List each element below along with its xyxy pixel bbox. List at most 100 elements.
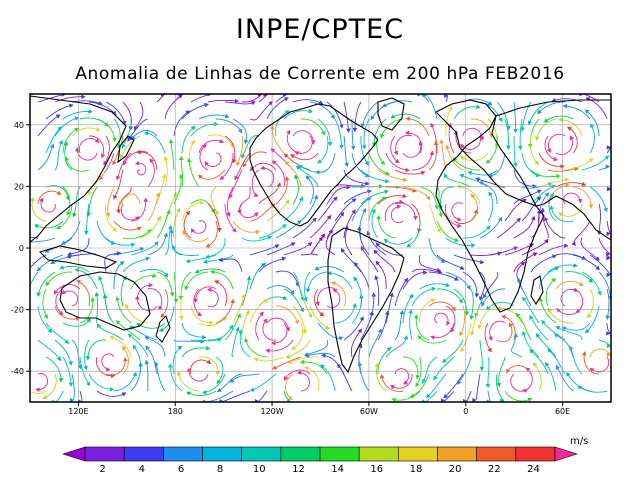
lon-label: 180 [168, 407, 183, 416]
streamline [326, 101, 343, 129]
streamline-arrow [537, 109, 542, 115]
streamline [589, 123, 595, 154]
streamline-arrow [488, 191, 493, 197]
streamline [210, 186, 219, 216]
streamline-arrow [136, 323, 142, 328]
streamline-arrow [577, 198, 583, 204]
streamline-arrow [216, 387, 222, 392]
streamline-arrow [186, 391, 192, 396]
streamline-arrow [123, 356, 128, 362]
streamline-arrow [520, 127, 525, 132]
streamline-arrow [119, 200, 124, 206]
graticule [30, 94, 611, 402]
streamline [467, 169, 498, 176]
streamline [419, 186, 438, 210]
west-asia-outline [491, 99, 611, 241]
south-america-outline [327, 227, 405, 374]
streamline [173, 110, 190, 137]
streamline [550, 205, 574, 223]
streamline [198, 169, 226, 180]
streamline-arrow [238, 329, 243, 334]
colorbar-segment [358, 446, 399, 462]
streamline [368, 328, 382, 358]
streamline-arrow [321, 353, 326, 358]
streamline-arrow [326, 214, 332, 220]
axis-ticks: 120E 180 120W 60W 0 60E 40 20 0 -20 -40 [11, 121, 570, 416]
streamline-arrow [554, 333, 559, 338]
streamline-arrow [550, 184, 556, 190]
streamline [173, 339, 205, 343]
colorbar-segment [515, 446, 556, 462]
streamline-arrow [115, 175, 121, 181]
streamline [382, 100, 413, 108]
streamline-arrow [380, 160, 385, 165]
colorbar-segment [398, 446, 438, 462]
streamline-arrow [429, 150, 435, 156]
streamline-arrow [290, 289, 295, 295]
streamline [79, 297, 94, 324]
streamline-arrow [182, 229, 187, 235]
streamline [45, 322, 70, 344]
streamline-arrow [127, 136, 132, 142]
streamline-arrow [63, 141, 68, 147]
streamline [31, 197, 47, 222]
colorbar-unit: m/s [570, 436, 588, 447]
streamline [71, 127, 101, 137]
streamline-arrow [185, 210, 191, 216]
streamline-arrow [456, 184, 462, 190]
streamline-arrow [204, 161, 209, 166]
streamline-arrow [558, 117, 563, 123]
streamline [129, 325, 158, 341]
streamline-arrow [55, 114, 61, 119]
streamline-arrow [253, 192, 259, 197]
streamline [118, 186, 132, 214]
streamline-arrow [109, 335, 115, 341]
streamline [351, 152, 370, 178]
streamline-arrow [287, 359, 293, 364]
streamline [156, 174, 166, 205]
streamline-arrow [85, 381, 91, 387]
streamline [37, 339, 62, 361]
streamline [54, 140, 63, 171]
streamline [453, 209, 478, 224]
streamline-arrow [405, 167, 410, 173]
streamline [62, 111, 93, 120]
streamline [564, 271, 593, 283]
streamline [31, 236, 39, 239]
streamline-arrow [577, 385, 583, 390]
streamline-arrow [512, 162, 518, 168]
streamline [55, 390, 64, 402]
streamline-arrow [384, 178, 390, 184]
streamline-arrow [353, 262, 359, 267]
streamline-arrow [319, 364, 325, 369]
streamline-arrow [228, 324, 233, 330]
streamline-arrow [396, 204, 402, 209]
streamline-arrow [153, 241, 159, 246]
streamline [445, 95, 449, 103]
streamline [62, 127, 79, 154]
streamline [581, 271, 601, 296]
streamline-arrow [167, 224, 173, 230]
streamline-arrow [138, 362, 144, 367]
streamline [406, 221, 421, 248]
streamline-arrow [553, 156, 558, 162]
streamline-arrow [327, 142, 333, 147]
streamline [87, 339, 106, 360]
lon-label: 120E [68, 407, 88, 416]
streamline-arrow [154, 361, 159, 367]
streamline [292, 217, 317, 239]
streamline-arrow [382, 103, 387, 108]
streamline [101, 353, 115, 371]
streamline-arrow [285, 176, 290, 181]
streamline [227, 186, 234, 217]
streamline-arrow [232, 158, 237, 164]
streamline-arrow [549, 205, 554, 210]
streamline [204, 152, 222, 167]
streamline-arrow [295, 165, 301, 171]
streamline-arrow [155, 192, 161, 197]
streamline-arrow [305, 288, 311, 293]
streamline-arrow [177, 94, 183, 99]
streamline [71, 373, 75, 401]
streamline [76, 280, 91, 307]
streamline-arrow [296, 219, 302, 225]
